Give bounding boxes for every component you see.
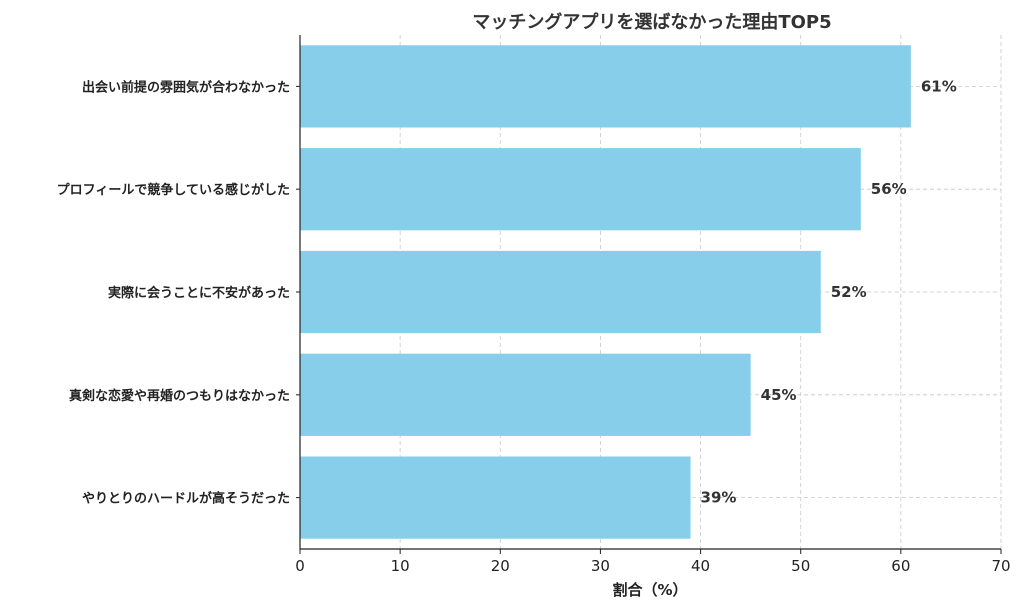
value-labels: 61% 56% 52% 45% 39% <box>701 77 957 506</box>
y-axis: 出会い前提の雰囲気が合わなかったプロフィールで競争している感じがした実際に会うこ… <box>57 35 301 549</box>
y-tick-label: 真剣な恋愛や再婚のつもりはなかった <box>69 388 290 404</box>
bar-value-label: 61% <box>921 77 957 95</box>
x-tick-label: 70 <box>991 557 1010 575</box>
y-tick-label: 実際に会うことに不安があった <box>108 285 290 301</box>
bar <box>300 250 821 334</box>
bar <box>300 148 861 231</box>
x-axis: 0 10 20 30 40 50 60 70 <box>295 548 1011 575</box>
x-axis-label: 割合（%） <box>612 581 687 599</box>
bars <box>300 45 911 539</box>
y-tick-label: プロフィールで競争している感じがした <box>57 182 290 198</box>
x-tick-label: 30 <box>591 557 610 575</box>
y-tick-label: やりとりのハードルが高そうだった <box>82 491 290 507</box>
chart-title: マッチングアプリを選ばなかった理由TOP5 <box>472 11 831 33</box>
x-tick-label: 0 <box>295 557 305 575</box>
x-tick-label: 20 <box>491 557 510 575</box>
bar-value-label: 45% <box>761 386 797 404</box>
bar-value-label: 39% <box>701 489 737 507</box>
bar <box>300 353 751 436</box>
x-tick-label: 60 <box>891 557 910 575</box>
bar-value-label: 52% <box>831 283 867 301</box>
y-tick-label: 出会い前提の雰囲気が合わなかった <box>82 79 290 95</box>
bar <box>300 456 691 539</box>
x-tick-label: 40 <box>691 557 710 575</box>
bar <box>300 45 911 128</box>
bar-value-label: 56% <box>871 180 907 198</box>
x-tick-label: 50 <box>791 557 810 575</box>
x-tick-label: 10 <box>391 557 410 575</box>
